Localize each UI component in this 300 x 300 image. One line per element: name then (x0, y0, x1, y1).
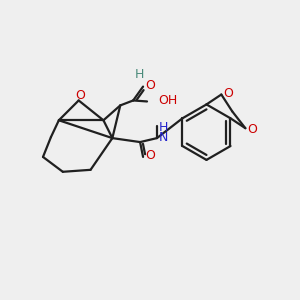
Text: O: O (76, 89, 85, 102)
Text: H: H (159, 121, 168, 134)
Text: O: O (223, 87, 233, 100)
Text: O: O (145, 149, 155, 162)
Text: N: N (159, 130, 168, 144)
Text: OH: OH (158, 94, 177, 107)
Text: H: H (134, 68, 144, 81)
Text: O: O (145, 79, 155, 92)
Text: O: O (248, 123, 257, 136)
